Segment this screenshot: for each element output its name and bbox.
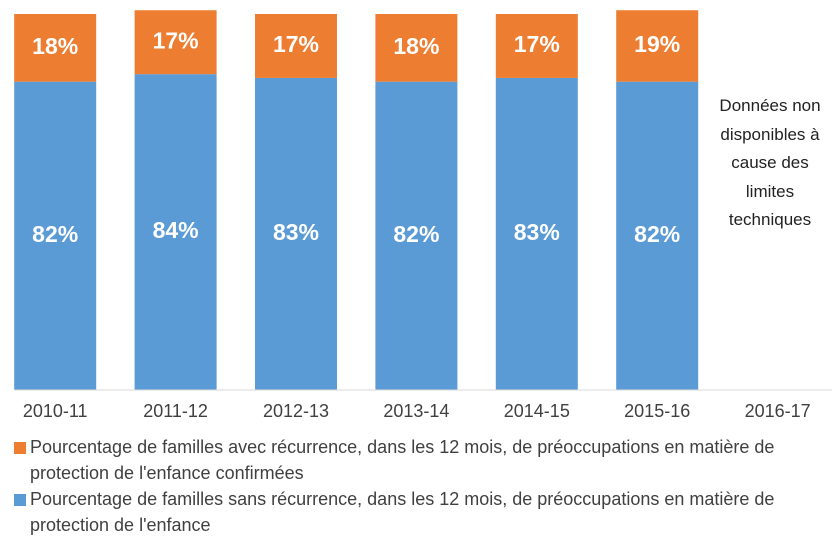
legend: Pourcentage de familles avec récurrence,… [14, 434, 834, 538]
x-tick-label: 2013-14 [383, 401, 449, 421]
x-tick-label: 2010-11 [23, 401, 88, 421]
x-tick-label: 2014-15 [504, 401, 570, 421]
x-tick-label: 2011-12 [143, 401, 208, 421]
data-label: 18% [32, 33, 78, 59]
data-label: 83% [273, 219, 319, 245]
data-label: 82% [32, 221, 78, 247]
data-label: 18% [393, 33, 439, 59]
data-label: 19% [634, 31, 680, 57]
x-tick-label: 2015-16 [624, 401, 690, 421]
x-tick-label: 2016-17 [745, 401, 811, 421]
bar-segment [134, 10, 217, 75]
data-label: 83% [514, 219, 560, 245]
plot: 2010-11 82% 18% 2011-12 84% 17% 2012-13 83% 17% 2… [14, 10, 832, 421]
data-label: 17% [153, 27, 199, 53]
bar-segment [495, 14, 578, 78]
legend-entry: Pourcentage de familles avec récurrence,… [14, 434, 834, 486]
data-label: 82% [634, 221, 680, 247]
data-label: 17% [514, 31, 560, 57]
legend-entry: Pourcentage de familles sans récurrence,… [14, 486, 834, 538]
bar-segment [616, 81, 699, 391]
bar-segment [255, 14, 337, 78]
data-label: 84% [153, 217, 199, 243]
x-tick-label: 2012-13 [263, 401, 329, 421]
annotation: Données non disponibles à cause des limi… [719, 96, 821, 229]
legend-swatch [14, 494, 26, 506]
bar-segment [14, 81, 97, 391]
data-label: 82% [393, 221, 439, 247]
legend-label: Pourcentage de familles sans récurrence,… [30, 489, 775, 535]
bar-segment [495, 77, 578, 391]
legend-swatch [14, 442, 26, 454]
bar-segment [14, 14, 97, 82]
bar-segment [375, 81, 458, 391]
bar-segment [255, 77, 337, 391]
bar-segment [375, 14, 458, 82]
bar-segment [134, 74, 217, 390]
bar-segment [616, 10, 699, 82]
data-label: 17% [273, 31, 319, 57]
legend-label: Pourcentage de familles avec récurrence,… [30, 437, 775, 483]
